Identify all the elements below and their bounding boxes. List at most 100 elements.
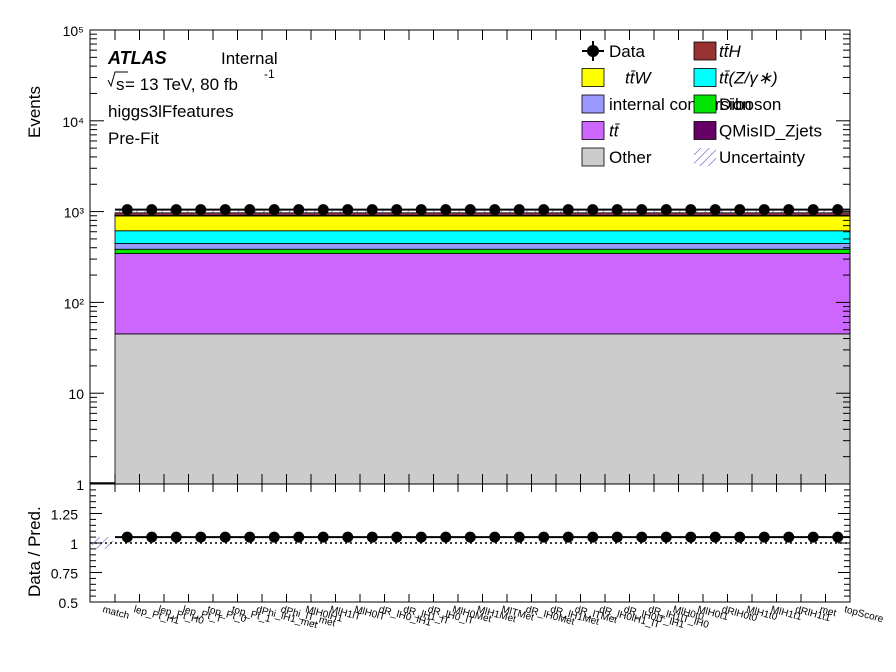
data-point: [268, 204, 280, 216]
ratio-uncertainty-band: [92, 537, 113, 549]
x-axis: match lep_Pt_H1lep_Pt_H0lep_Pt_Ttop_Pt_0t…: [101, 484, 885, 631]
ratio-point: [342, 531, 354, 543]
legend-swatch: [581, 147, 605, 167]
ratio-point: [293, 531, 305, 543]
ratio-point: [219, 531, 231, 543]
data-point: [342, 204, 354, 216]
internal-label: Internal: [221, 49, 278, 68]
data-point: [611, 204, 623, 216]
data-point: [758, 204, 770, 216]
data-point: [513, 204, 525, 216]
data-point: [244, 204, 256, 216]
data-point: [562, 204, 574, 216]
ratio-point: [513, 531, 525, 543]
ratio-y-tick-label: 0.75: [51, 566, 78, 582]
y-tick-label: 10⁴: [62, 114, 84, 130]
ratio-y-tick-label: 0.5: [59, 595, 79, 611]
data-point: [317, 204, 329, 216]
data-point: [440, 204, 452, 216]
x-tick-label: match: [101, 604, 130, 622]
y-tick-label: 1: [76, 477, 84, 493]
uncertainty-band: [90, 210, 850, 484]
legend-data-marker: [587, 45, 599, 57]
data-points: [115, 204, 850, 216]
y-tick-label: 10²: [64, 295, 85, 311]
legend-label: tt̄H: [719, 42, 741, 61]
legend-swatch: [581, 68, 605, 87]
legend: Data tt̄Htt̄W tt̄(Z/γ∗)internal conversion…: [581, 41, 822, 167]
uncertainty-hatch: [115, 210, 850, 215]
y-tick-label: 10: [68, 386, 84, 402]
data-point: [660, 204, 672, 216]
legend-label: tt̄W: [625, 69, 652, 88]
data-point: [415, 204, 427, 216]
stack-internal-conversion: [114, 243, 851, 250]
sqrt-symbol: [107, 71, 128, 88]
data-point: [146, 204, 158, 216]
data-point: [685, 204, 697, 216]
atlas-label: ATLAS: [107, 48, 167, 68]
ratio-point: [268, 531, 280, 543]
ratio-point: [832, 531, 844, 543]
ratio-point: [636, 531, 648, 543]
x-tick-label: met: [818, 604, 837, 619]
data-point: [391, 204, 403, 216]
lumi-exponent: -1: [264, 67, 275, 81]
ratio-y-axis-title: Data / Pred.: [25, 506, 44, 597]
data-point: [195, 204, 207, 216]
data-point: [366, 204, 378, 216]
x-tick-label: topScore: [843, 604, 885, 625]
stacked-histogram: [114, 212, 851, 485]
ratio-point: [440, 531, 452, 543]
ratio-point: [758, 531, 770, 543]
ratio-point: [366, 531, 378, 543]
legend-label: Diboson: [719, 95, 781, 114]
ratio-point: [783, 531, 795, 543]
stack-diboson: [114, 248, 851, 254]
energy-lumi-label: s = 13 TeV, 80 fb -1: [107, 67, 275, 94]
stack-tt-: [114, 253, 851, 335]
legend-label: Data: [609, 42, 645, 61]
ratio-y-tick-label: 1: [70, 536, 78, 552]
main-y-axis: 1 10 10² 10³ 10⁴ 10⁵: [62, 23, 850, 493]
stack-tt-w: [114, 215, 851, 232]
legend-label: tt̄: [609, 122, 620, 141]
legend-swatch: [581, 94, 605, 114]
legend-swatch: [693, 121, 717, 140]
legend-label: Uncertainty: [719, 148, 805, 167]
data-point: [464, 204, 476, 216]
ratio-point: [611, 531, 623, 543]
energy-symbol: s: [116, 75, 125, 94]
legend-label: Other: [609, 148, 652, 167]
ratio-point: [709, 531, 721, 543]
legend-swatch: [581, 121, 605, 140]
main-y-axis-title: Events: [25, 86, 44, 138]
data-point: [170, 204, 182, 216]
ratio-point: [170, 531, 182, 543]
legend-uncertainty-swatch: [694, 148, 716, 166]
stack-other: [114, 333, 851, 485]
ratio-point: [391, 531, 403, 543]
ratio-point: [734, 531, 746, 543]
data-point: [807, 204, 819, 216]
stack-tt-z-: [114, 230, 851, 244]
legend-swatch: [693, 68, 717, 87]
data-point: [734, 204, 746, 216]
data-point: [538, 204, 550, 216]
ratio-points: [115, 531, 850, 543]
ratio-point: [464, 531, 476, 543]
y-tick-label: 10³: [64, 205, 85, 221]
data-point: [219, 204, 231, 216]
ratio-point: [489, 531, 501, 543]
ratio-point: [317, 531, 329, 543]
ratio-point: [807, 531, 819, 543]
ratio-point: [587, 531, 599, 543]
legend-label: tt̄(Z/γ∗): [719, 69, 778, 88]
stage-label: Pre-Fit: [108, 129, 159, 148]
data-point: [636, 204, 648, 216]
ratio-point: [562, 531, 574, 543]
ratio-hatch: [92, 537, 113, 549]
region-label: higgs3lFfeatures: [108, 102, 234, 121]
legend-swatch: [693, 94, 717, 114]
